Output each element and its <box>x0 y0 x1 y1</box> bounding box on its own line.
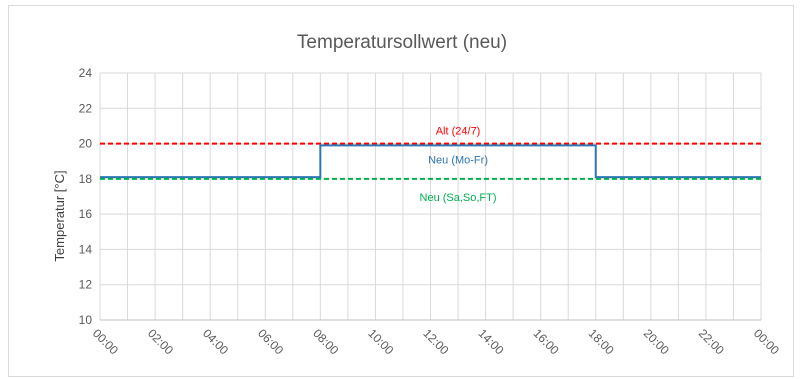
y-tick-label: 20 <box>79 137 93 151</box>
x-tick-label: 22:00 <box>696 326 727 357</box>
x-tick-label: 08:00 <box>310 326 341 357</box>
series-group <box>100 142 761 180</box>
series-annotation-0: Alt (24/7) <box>436 126 481 138</box>
y-tick-label: 12 <box>79 278 93 292</box>
x-tick-label: 00:00 <box>751 326 782 357</box>
y-tick-label: 18 <box>79 172 93 186</box>
x-tick-label: 16:00 <box>531 326 562 357</box>
x-tick-label: 12:00 <box>420 326 451 357</box>
grid-lines <box>99 72 762 321</box>
y-tick-label: 22 <box>79 101 93 115</box>
x-tick-label: 06:00 <box>255 326 286 357</box>
x-tick-label: 04:00 <box>200 326 231 357</box>
series-annotations: Alt (24/7) Neu (Mo-Fr) Neu (Sa,So,FT) <box>420 126 497 204</box>
x-tick-label: 18:00 <box>586 326 617 357</box>
y-tick-label: 16 <box>79 207 93 221</box>
x-tick-label: 20:00 <box>641 326 672 357</box>
y-tick-label: 10 <box>79 313 93 327</box>
x-tick-label: 02:00 <box>145 326 176 357</box>
y-tick-label: 24 <box>79 66 93 80</box>
series-annotation-2: Neu (Sa,So,FT) <box>420 192 497 204</box>
chart-frame: Temperatursollwert (neu) Temperatur [°C]… <box>8 5 794 377</box>
series-line-1 <box>100 144 761 179</box>
x-tick-label: 00:00 <box>90 326 121 357</box>
y-axis-label: Temperatur [°C] <box>52 170 67 261</box>
y-tick-label: 14 <box>79 242 93 256</box>
temperature-chart: Temperatursollwert (neu) Temperatur [°C]… <box>52 32 782 358</box>
x-tick-label: 10:00 <box>365 326 396 357</box>
series-annotation-1: Neu (Mo-Fr) <box>428 154 488 166</box>
x-tick-label: 14:00 <box>475 326 506 357</box>
chart-title: Temperatursollwert (neu) <box>297 32 507 53</box>
